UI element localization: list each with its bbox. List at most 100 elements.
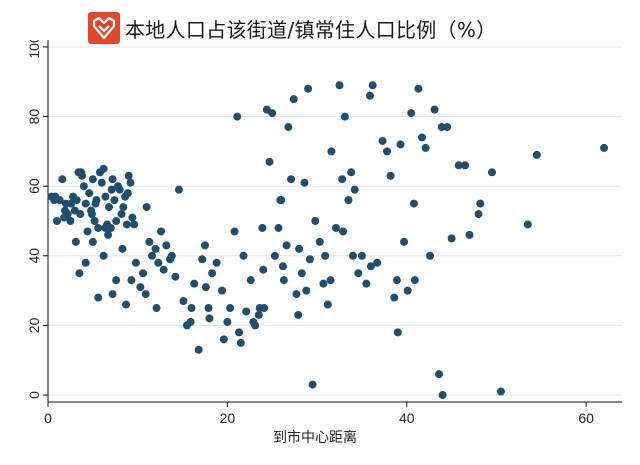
brand-logo [88, 12, 120, 44]
scatter-point [208, 269, 217, 278]
scatter-point [344, 196, 353, 205]
scatter-point [476, 199, 485, 208]
scatter-point [219, 335, 228, 344]
scatter-point [410, 276, 419, 285]
scatter-point [101, 192, 110, 201]
axes [43, 40, 622, 407]
y-tick-label: 80 [26, 109, 42, 125]
scatter-point [487, 168, 496, 177]
scatter-point [167, 251, 176, 260]
x-tick-label: 0 [44, 410, 52, 426]
scatter-point [276, 196, 285, 205]
scatter-point [101, 223, 110, 232]
scatter-point [110, 196, 119, 205]
scatter-point [435, 370, 444, 379]
scatter-point [260, 304, 269, 313]
scatter-point [249, 317, 258, 326]
scatter-point [148, 251, 157, 260]
scatter-point [287, 175, 296, 184]
scatter-point [357, 251, 366, 260]
scatter-point [282, 241, 291, 250]
scatter-point [122, 300, 131, 309]
scatter-point [159, 265, 168, 274]
scatter-point [366, 262, 375, 271]
scatter-point [88, 175, 97, 184]
y-tick-label: 0 [26, 391, 42, 399]
scatter-point [326, 276, 335, 285]
scatter-point [274, 223, 283, 232]
data-points [47, 81, 609, 400]
scatter-point [430, 105, 439, 114]
chart-title: 本地人口占该街道/镇常住人口比例（%） [125, 18, 497, 42]
scatter-point [474, 210, 483, 219]
scatter-point [417, 133, 426, 142]
brand-logo-icon [92, 16, 116, 40]
scatter-point [51, 192, 60, 201]
scatter-point [347, 168, 356, 177]
scatter-point [142, 203, 151, 212]
scatter-point [305, 255, 314, 264]
scatter-point [66, 217, 75, 225]
scatter-point [212, 258, 221, 267]
scatter-point [94, 223, 103, 232]
scatter-point [254, 310, 263, 319]
scatter-point [112, 276, 121, 285]
scatter-point [76, 210, 85, 219]
scatter-point [99, 251, 108, 260]
scatter-point [115, 185, 124, 194]
scatter-point [201, 283, 210, 292]
scatter-point [242, 307, 251, 316]
grid-lines [48, 46, 622, 396]
scatter-point [319, 279, 328, 288]
scatter-point [365, 91, 374, 100]
scatter-point [259, 265, 268, 274]
scatter-point [123, 189, 132, 198]
scatter-point [532, 150, 541, 159]
x-tick-label: 20 [220, 410, 236, 426]
scatter-point [118, 244, 127, 253]
scatter-point [239, 251, 248, 260]
scatter-point [292, 290, 301, 299]
y-tick-label: 20 [26, 317, 42, 333]
scatter-point [400, 237, 409, 246]
scatter-point [600, 143, 609, 152]
y-tick-label: 40 [26, 248, 42, 264]
scatter-point [90, 217, 99, 225]
scatter-point [190, 279, 199, 288]
scatter-chart: 0 20 40 60 80 100 0 20 40 60 到市中心距离 [26, 40, 622, 446]
scatter-point [354, 269, 363, 278]
scatter-point [94, 293, 103, 302]
scatter-point [465, 230, 474, 239]
scatter-point [447, 234, 456, 243]
scatter-point [87, 210, 96, 219]
scatter-point [154, 258, 163, 267]
scatter-point [308, 380, 317, 389]
chart-header: 本地人口占该街道/镇常住人口比例（%） [0, 0, 640, 48]
scatter-point [403, 286, 412, 295]
scatter-point [157, 227, 166, 236]
scatter-point [162, 241, 171, 250]
scatter-point [174, 185, 183, 194]
scatter-point [81, 199, 90, 208]
scatter-point [323, 300, 332, 309]
scatter-point [396, 140, 405, 149]
scatter-point [393, 328, 402, 337]
scatter-point [83, 227, 92, 236]
scatter-point [136, 283, 145, 292]
scatter-point [338, 175, 347, 184]
scatter-point [496, 387, 505, 396]
scatter-point [61, 206, 70, 215]
scatter-point [284, 123, 293, 132]
scatter-point [81, 258, 90, 267]
scatter-point [386, 171, 395, 180]
scatter-point [246, 276, 255, 285]
scatter-point [117, 210, 126, 219]
scatter-point [104, 230, 113, 239]
scatter-point [392, 276, 401, 285]
scatter-point [362, 279, 371, 288]
scatter-point [205, 314, 214, 323]
scatter-point [321, 251, 330, 260]
scatter-point [438, 391, 447, 400]
scatter-point [52, 217, 61, 225]
scatter-point [88, 237, 97, 246]
